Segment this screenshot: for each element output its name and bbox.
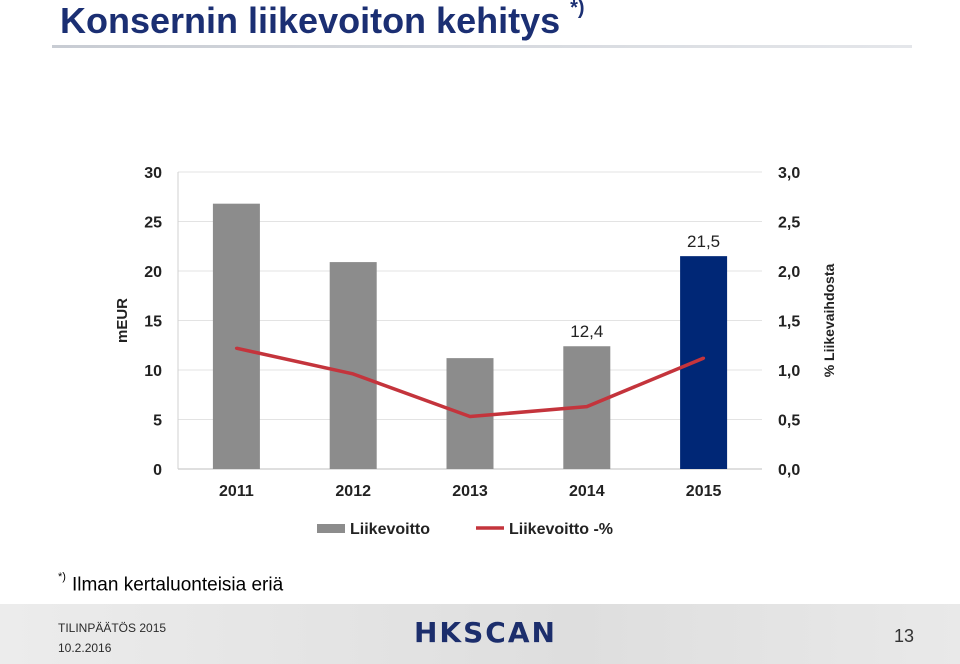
- line-point-2011: [234, 346, 238, 350]
- line-point-2015: [702, 356, 706, 360]
- line-point-2012: [351, 372, 355, 376]
- y-tick-label: 20: [144, 264, 162, 281]
- x-tick-label: 2015: [686, 483, 722, 500]
- footnote: *) Ilman kertaluonteisia eriä: [58, 571, 284, 596]
- y-axis-title: mEUR: [114, 298, 131, 343]
- bar-2015: [680, 256, 728, 469]
- y-tick-label: 5: [153, 413, 162, 430]
- y-tick-label: 30: [144, 165, 162, 182]
- bar-2012: [329, 262, 377, 469]
- x-tick-label: 2011: [219, 483, 254, 500]
- y2-axis-title: % Liikevaihdosta: [821, 263, 837, 377]
- data-label-2014: 12,4: [570, 322, 603, 341]
- y2-tick-label: 2,5: [778, 215, 800, 232]
- y-tick-label: 15: [144, 314, 162, 331]
- bar-2011: [212, 203, 260, 469]
- footnote-text: Ilman kertaluonteisia eriä: [71, 574, 284, 596]
- y2-tick-label: 0,0: [778, 462, 800, 479]
- page-title-text: Konsernin liikevoiton kehitys: [60, 0, 561, 41]
- footer-report-name: TILINPÄÄTÖS 2015: [58, 621, 167, 635]
- y2-tick-label: 0,5: [778, 413, 800, 430]
- y2-tick-label: 2,0: [778, 264, 800, 281]
- legend-label-liikevoitto-pct: Liikevoitto -%: [509, 521, 613, 538]
- page-number: 13: [894, 626, 915, 646]
- y2-tick-label: 1,0: [778, 363, 800, 380]
- title-divider: [52, 45, 912, 48]
- profit-chart: 0 5 10 15 20 25 30 0,0 0,5 1,0 1,5 2,0 2,5 3,0 2011 201…: [114, 165, 837, 538]
- line-point-2013: [468, 415, 472, 419]
- hkscan-logo: HKSCAN: [414, 616, 557, 649]
- x-tick-label: 2012: [335, 483, 371, 500]
- title-footnote-marker: *): [570, 0, 585, 19]
- line-point-2014: [585, 405, 589, 409]
- x-tick-label: 2014: [569, 483, 605, 500]
- y-tick-label: 10: [144, 363, 162, 380]
- x-tick-label: 2013: [452, 483, 488, 500]
- y-tick-label: 25: [144, 215, 162, 232]
- page-title: Konsernin liikevoiton kehitys *): [60, 0, 585, 42]
- legend-label-liikevoitto: Liikevoitto: [350, 521, 430, 538]
- data-label-2015: 21,5: [687, 232, 720, 251]
- footer-bar: TILINPÄÄTÖS 2015 10.2.2016 HKSCAN 13: [0, 604, 960, 664]
- legend-swatch-liikevoitto: [317, 524, 345, 533]
- y2-tick-label: 3,0: [778, 165, 800, 182]
- y2-tick-label: 1,5: [778, 314, 800, 331]
- footnote-marker: *): [58, 571, 66, 583]
- y-tick-label: 0: [153, 462, 162, 479]
- footer-date: 10.2.2016: [58, 641, 112, 655]
